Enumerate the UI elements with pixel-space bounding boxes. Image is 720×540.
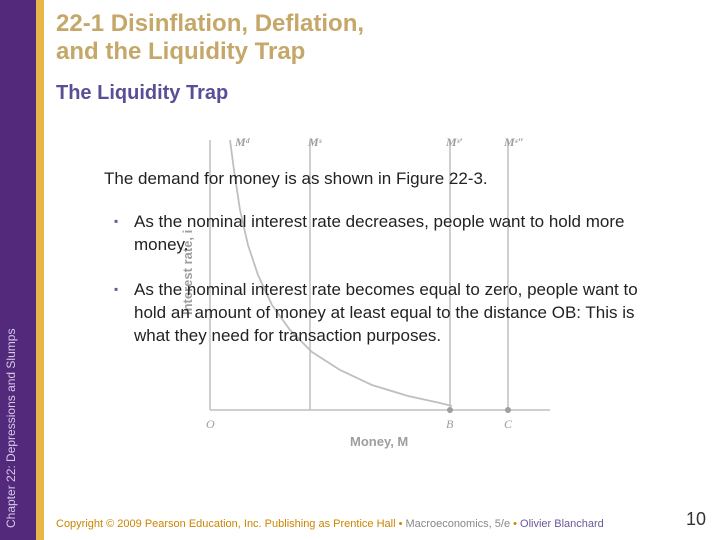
list-item: As the nominal interest rate decreases, … [134, 211, 654, 257]
page-number: 10 [686, 509, 706, 530]
svg-text:Money, M: Money, M [350, 434, 408, 449]
svg-text:O: O [206, 417, 215, 431]
svg-text:Mˢ″: Mˢ″ [503, 135, 524, 149]
svg-text:C: C [504, 417, 513, 431]
gold-strip [36, 0, 44, 540]
footer-copyright: Copyright © 2009 Pearson Education, Inc.… [56, 518, 396, 530]
body-text: The demand for money is as shown in Figu… [104, 168, 654, 370]
svg-text:B: B [446, 417, 454, 431]
footer-book: Macroeconomics, 5/e [406, 518, 511, 530]
svg-text:Mˢ′: Mˢ′ [445, 135, 463, 149]
chapter-label: Chapter 22: Depressions and Slumps [4, 329, 18, 528]
svg-text:Mᵈ: Mᵈ [234, 135, 250, 149]
svg-text:Mˢ: Mˢ [307, 135, 323, 149]
heading-line1: 22-1 Disinflation, Deflation, [56, 10, 364, 37]
footer-sep: • [399, 518, 406, 530]
sidebar: Chapter 22: Depressions and Slumps [0, 0, 36, 540]
heading-line2: and the Liquidity Trap [56, 38, 305, 65]
lead-paragraph: The demand for money is as shown in Figu… [104, 168, 654, 191]
bullet-list: As the nominal interest rate decreases, … [104, 211, 654, 348]
section-heading: 22-1 Disinflation, Deflation, and the Li… [56, 10, 364, 65]
footer: Copyright © 2009 Pearson Education, Inc.… [56, 518, 604, 530]
list-item: As the nominal interest rate becomes equ… [134, 279, 654, 348]
footer-author: Olivier Blanchard [520, 518, 604, 530]
footer-sep: • [513, 518, 520, 530]
subheading: The Liquidity Trap [56, 82, 228, 105]
